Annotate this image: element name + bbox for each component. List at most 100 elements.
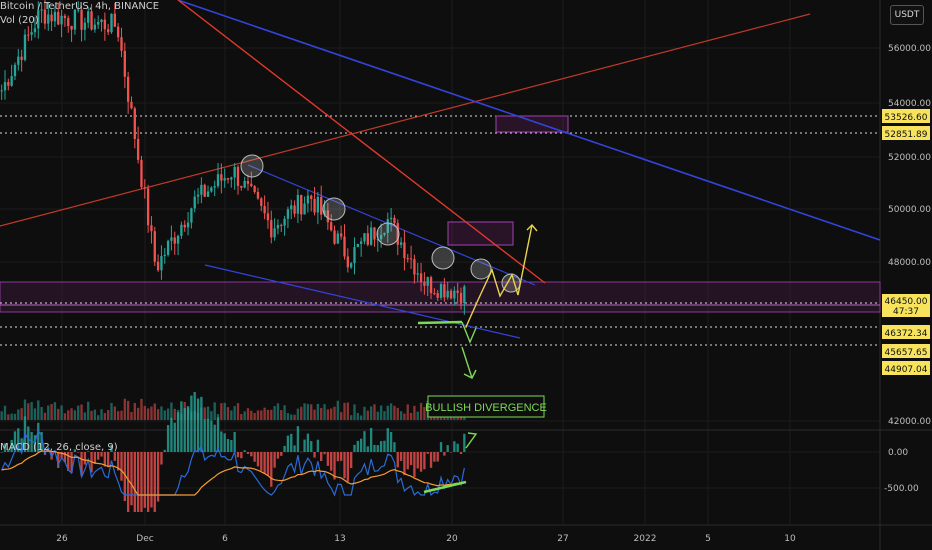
volume-bar	[353, 404, 356, 420]
candle-body	[423, 281, 426, 286]
volume-bar	[230, 410, 233, 420]
volume-bar	[396, 407, 399, 420]
macd-histogram-bar	[340, 452, 343, 461]
time-axis[interactable]: 26 Dec 6 13 20 27 2022 5 10	[56, 534, 796, 544]
candle-body	[386, 219, 389, 233]
volume-bar	[253, 413, 256, 420]
macd-histogram-bar	[146, 452, 150, 512]
candle-body	[210, 187, 213, 192]
currency-button[interactable]: USDT	[890, 5, 924, 25]
macd-histogram-bar	[253, 452, 256, 462]
macd-histogram-bar	[20, 438, 23, 452]
macd-histogram-bar	[396, 452, 399, 468]
volume-bar	[33, 408, 37, 420]
candle-body	[190, 208, 193, 223]
touch-circle-5	[470, 258, 492, 280]
x-tick-label: 6	[222, 534, 228, 544]
candle-body	[20, 56, 23, 60]
macd-histogram-bar	[173, 422, 176, 452]
candle-body	[0, 90, 3, 92]
y-tick-label: 50000.00	[888, 205, 931, 215]
volume-bar	[266, 409, 270, 420]
macd-histogram-bar	[103, 452, 107, 467]
macd-histogram-bar	[423, 452, 426, 470]
candle-body	[160, 255, 163, 271]
candle-body	[313, 198, 316, 213]
macd-histogram-bar	[256, 452, 260, 467]
volume-bar	[87, 401, 90, 420]
candle-body	[373, 227, 376, 240]
macd-histogram-bar	[73, 449, 77, 452]
candle-body	[426, 277, 429, 286]
volume-bar	[27, 403, 30, 420]
price-axis[interactable]: 56000.00 54000.00 52000.00 50000.00 4800…	[884, 44, 931, 494]
macd-histogram-bar	[419, 452, 423, 472]
macd-histogram-bar	[353, 444, 356, 452]
volume-bar	[170, 402, 173, 420]
candle-body	[40, 9, 43, 11]
macd-histogram-bar	[409, 452, 413, 466]
macd-histogram-bar	[47, 448, 50, 452]
macd-histogram-bar	[70, 452, 73, 473]
candlestick-series[interactable]	[0, 0, 466, 315]
macd-histogram-bar	[416, 452, 419, 469]
volume-bar	[356, 412, 359, 420]
macd-histogram-bar	[453, 441, 456, 452]
volume-bar	[303, 403, 306, 420]
macd-histogram-bar	[83, 452, 87, 465]
wedge-lower-line[interactable]	[204, 264, 521, 339]
volume-bar	[409, 412, 413, 420]
macd-histogram-bar	[290, 433, 293, 452]
macd-y-tick-label: -500.00	[884, 484, 919, 494]
candle-body	[103, 19, 107, 30]
macd-indicator-label[interactable]: MACD (12, 26, close, 9)	[0, 442, 118, 453]
volume-bar	[47, 405, 50, 420]
candle-body	[439, 284, 443, 298]
volume-indicator-label[interactable]: Vol (20)	[0, 15, 39, 26]
bullish-divergence-box[interactable]	[427, 395, 545, 418]
candle-body	[176, 235, 180, 244]
projected-path-arrowhead	[526, 223, 538, 232]
candle-body	[30, 32, 33, 35]
volume-bar	[286, 413, 290, 420]
candle-body	[213, 186, 216, 188]
touch-circles	[240, 154, 521, 293]
volume-bar	[283, 405, 286, 420]
volume-bar	[103, 413, 107, 420]
volume-bar	[316, 403, 320, 420]
volume-bar	[393, 405, 396, 420]
candle-body	[57, 11, 60, 25]
macd-histogram-bar	[93, 452, 97, 464]
candle-body	[60, 15, 63, 25]
volume-bar	[226, 407, 230, 420]
descending-trendline-long[interactable]	[177, 0, 881, 241]
candle-body	[399, 242, 403, 245]
macd-histogram-bar	[403, 452, 406, 476]
descending-trendline-red[interactable]	[177, 0, 546, 284]
symbol-title[interactable]: Bitcoin / TetherUS, 4h, BINANCE	[0, 1, 160, 12]
volume-bar	[276, 403, 280, 420]
volume-bar	[246, 408, 250, 420]
candle-body	[330, 222, 333, 231]
volume-bar	[143, 405, 146, 420]
macd-histogram-bar	[383, 440, 386, 452]
ascending-trendline[interactable]	[0, 13, 811, 227]
macd-histogram-bar	[156, 452, 160, 502]
candle-body	[233, 166, 236, 178]
macd-histogram-bar	[276, 452, 280, 459]
candle-body	[459, 292, 463, 304]
price-tags: 53526.60 52851.89 46450.00 47:37 46372.3…	[882, 109, 930, 375]
candle-body	[320, 196, 323, 215]
candle-body	[293, 205, 296, 214]
volume-bar	[423, 407, 426, 420]
candle-body	[433, 293, 436, 295]
candle-body	[100, 19, 103, 23]
volume-bar	[220, 403, 223, 420]
volume-bar	[256, 410, 260, 420]
y-tick-label: 56000.00	[888, 44, 931, 54]
volume-bar	[243, 411, 246, 420]
macd-histogram-bar	[443, 452, 446, 456]
candle-body	[186, 222, 190, 228]
macd-histogram-bar	[363, 431, 366, 452]
